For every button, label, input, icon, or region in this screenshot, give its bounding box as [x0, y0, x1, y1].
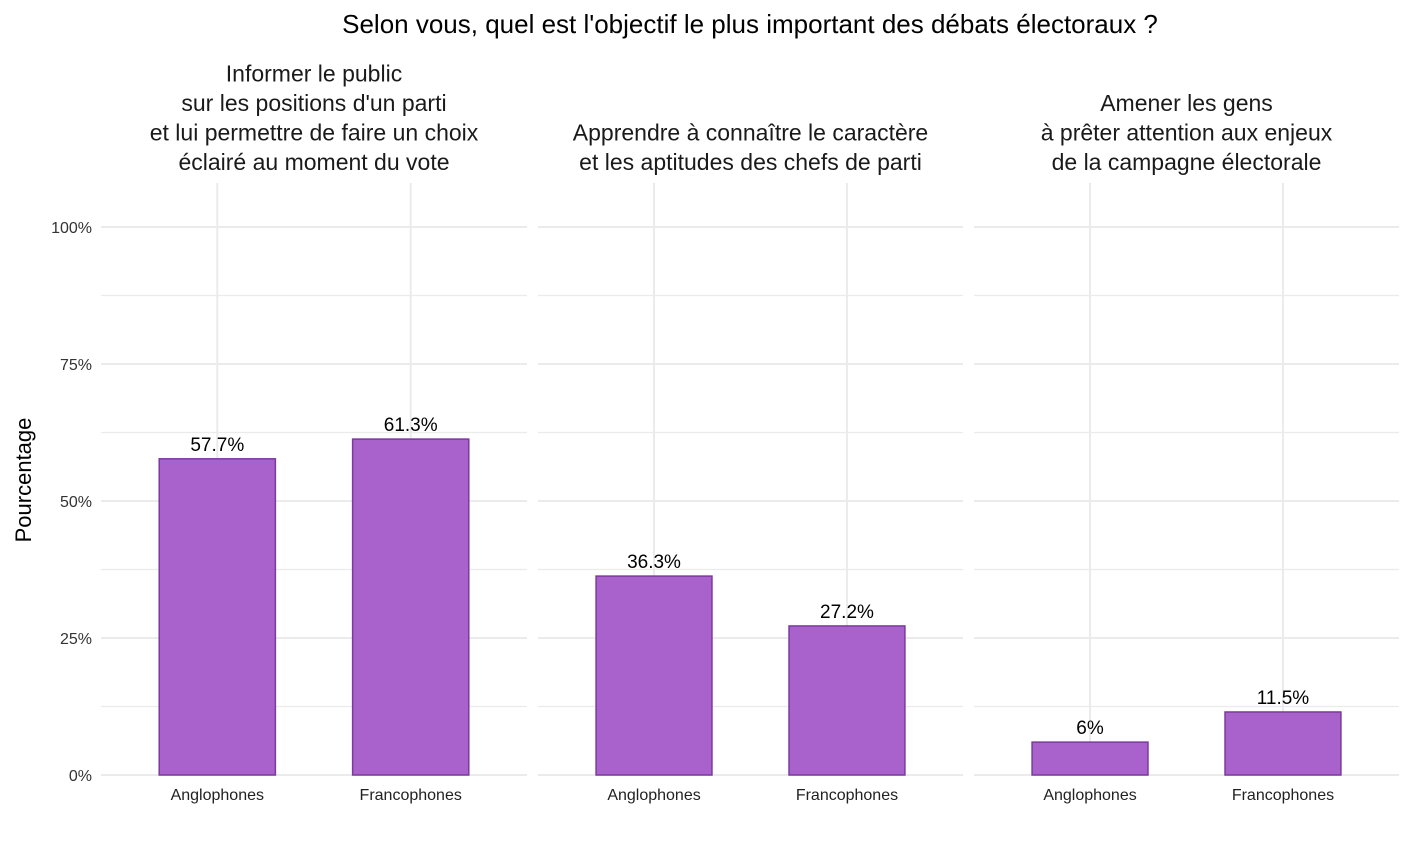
facet-title: Amener les gens	[1100, 90, 1273, 116]
facet-title: Apprendre à connaître le caractère	[573, 120, 928, 146]
facet-title: éclairé au moment du vote	[178, 149, 449, 175]
data-label: 57.7%	[190, 435, 244, 456]
x-tick-label: Anglophones	[171, 787, 264, 804]
bar	[1224, 711, 1342, 776]
data-label: 6%	[1076, 718, 1104, 739]
x-tick-label: Anglophones	[1043, 787, 1136, 804]
data-label: 11.5%	[1257, 688, 1310, 709]
bar	[1031, 741, 1149, 776]
y-tick-label: 0%	[69, 768, 92, 785]
facet-title: et lui permettre de faire un choix	[150, 120, 479, 146]
x-tick-label: Francophones	[1232, 787, 1334, 804]
y-tick-label: 100%	[51, 220, 92, 237]
bar	[158, 458, 277, 776]
bar	[351, 438, 470, 776]
y-tick-label: 75%	[60, 357, 92, 374]
facet-title: à prêter attention aux enjeux	[1041, 120, 1333, 146]
y-axis-label: Pourcentage	[11, 418, 36, 543]
facet-title: Informer le public	[226, 61, 402, 87]
data-label: 36.3%	[627, 552, 681, 573]
x-tick-label: Francophones	[796, 787, 898, 804]
facet-title: de la campagne électorale	[1052, 149, 1322, 175]
x-tick-label: Anglophones	[607, 787, 700, 804]
facet-title: sur les positions d'un parti	[181, 90, 446, 116]
data-label: 61.3%	[384, 415, 438, 436]
x-tick-label: Francophones	[360, 787, 462, 804]
chart-title: Selon vous, quel est l'objectif le plus …	[342, 9, 1158, 39]
bar	[788, 625, 906, 776]
data-label: 27.2%	[820, 602, 874, 623]
y-tick-label: 25%	[60, 631, 92, 648]
y-tick-label: 50%	[60, 494, 92, 511]
facet-title: et les aptitudes des chefs de parti	[579, 149, 922, 175]
bar	[595, 575, 713, 776]
